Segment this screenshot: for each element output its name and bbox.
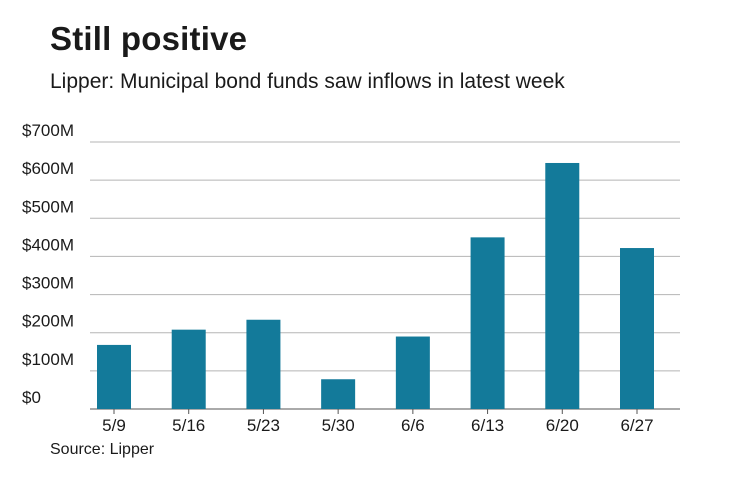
x-tick-label: 5/9	[102, 416, 126, 435]
y-tick-label: $500M	[22, 197, 74, 216]
bar-6-6	[395, 336, 430, 409]
bars	[97, 162, 654, 409]
x-tick-label: 6/13	[471, 416, 504, 435]
bar-5-30	[321, 379, 356, 409]
chart-title: Still positive	[50, 20, 248, 57]
x-tick-label: 6/20	[546, 416, 579, 435]
x-tick-label: 6/6	[401, 416, 425, 435]
bar-6-20	[545, 162, 580, 409]
y-axis-labels: $0 $100M $200M $300M $400M $500M $600M $700M	[22, 121, 74, 407]
bar-6-13	[470, 237, 505, 409]
x-tick-label: 5/23	[247, 416, 280, 435]
y-tick-label: $0	[22, 388, 41, 407]
x-tick-label: 5/30	[322, 416, 355, 435]
x-axis-labels: 5/9 5/16 5/23 5/30 6/6 6/13 6/20 6/27	[102, 409, 654, 435]
y-tick-label: $400M	[22, 235, 74, 254]
y-tick-label: $200M	[22, 312, 74, 331]
x-tick-label: 5/16	[172, 416, 205, 435]
bar-6-27	[620, 248, 654, 409]
y-tick-label: $700M	[22, 121, 74, 140]
bar-5-16	[171, 329, 206, 409]
chart-subtitle: Lipper: Municipal bond funds saw inflows…	[50, 70, 565, 93]
bar-5-9	[97, 344, 131, 409]
gridlines	[90, 141, 680, 410]
x-tick-label: 6/27	[620, 416, 653, 435]
y-tick-label: $300M	[22, 274, 74, 293]
y-tick-label: $600M	[22, 159, 74, 178]
bar-5-23	[246, 319, 281, 409]
source-note: Source: Lipper	[50, 441, 155, 458]
y-tick-label: $100M	[22, 350, 74, 369]
